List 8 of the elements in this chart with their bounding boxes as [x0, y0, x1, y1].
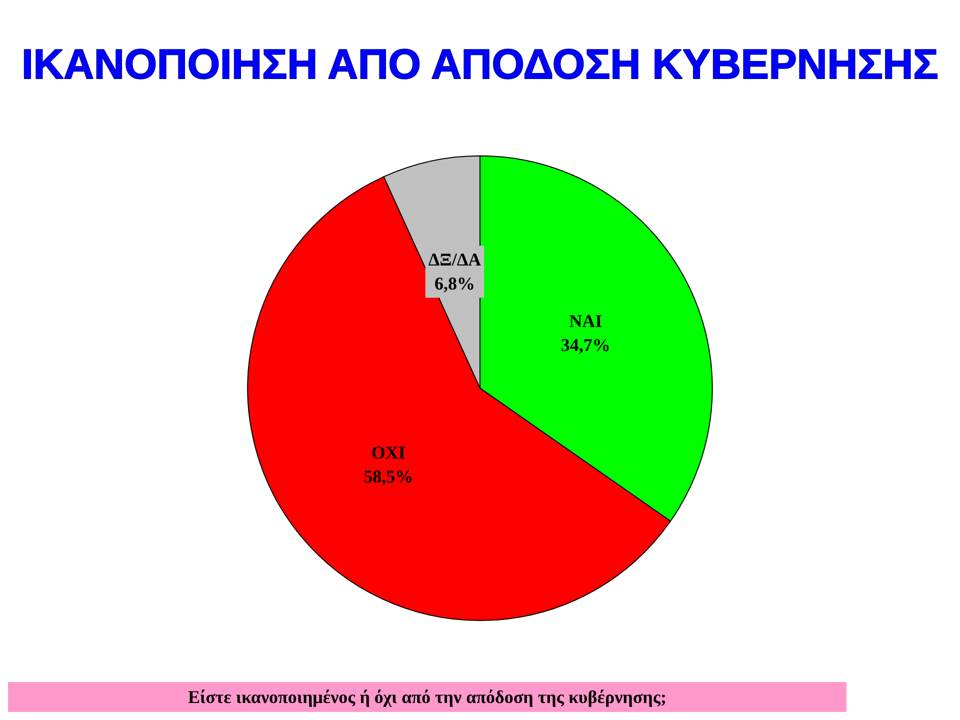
text: Είστε ικανοποιημένος ή όχι από την απόδοση της κυβέρνησης;	[188, 687, 666, 707]
data-label: 6,8%	[434, 274, 475, 294]
slice-label: ΔΞ/ΔΑ	[428, 250, 482, 270]
slice-label: ΟΧΙ	[371, 442, 406, 462]
chart-title: ΙΚΑΝΟΠΟΙΗΣΗ ΑΠΟ ΑΠΟΔΟΣΗ ΚΥΒΕΡΝΗΣΗΣ	[22, 40, 938, 88]
slice-label: ΝΑΙ	[569, 311, 602, 332]
data-label: 58,5%	[364, 466, 414, 486]
data-label: 34,7%	[560, 335, 610, 356]
